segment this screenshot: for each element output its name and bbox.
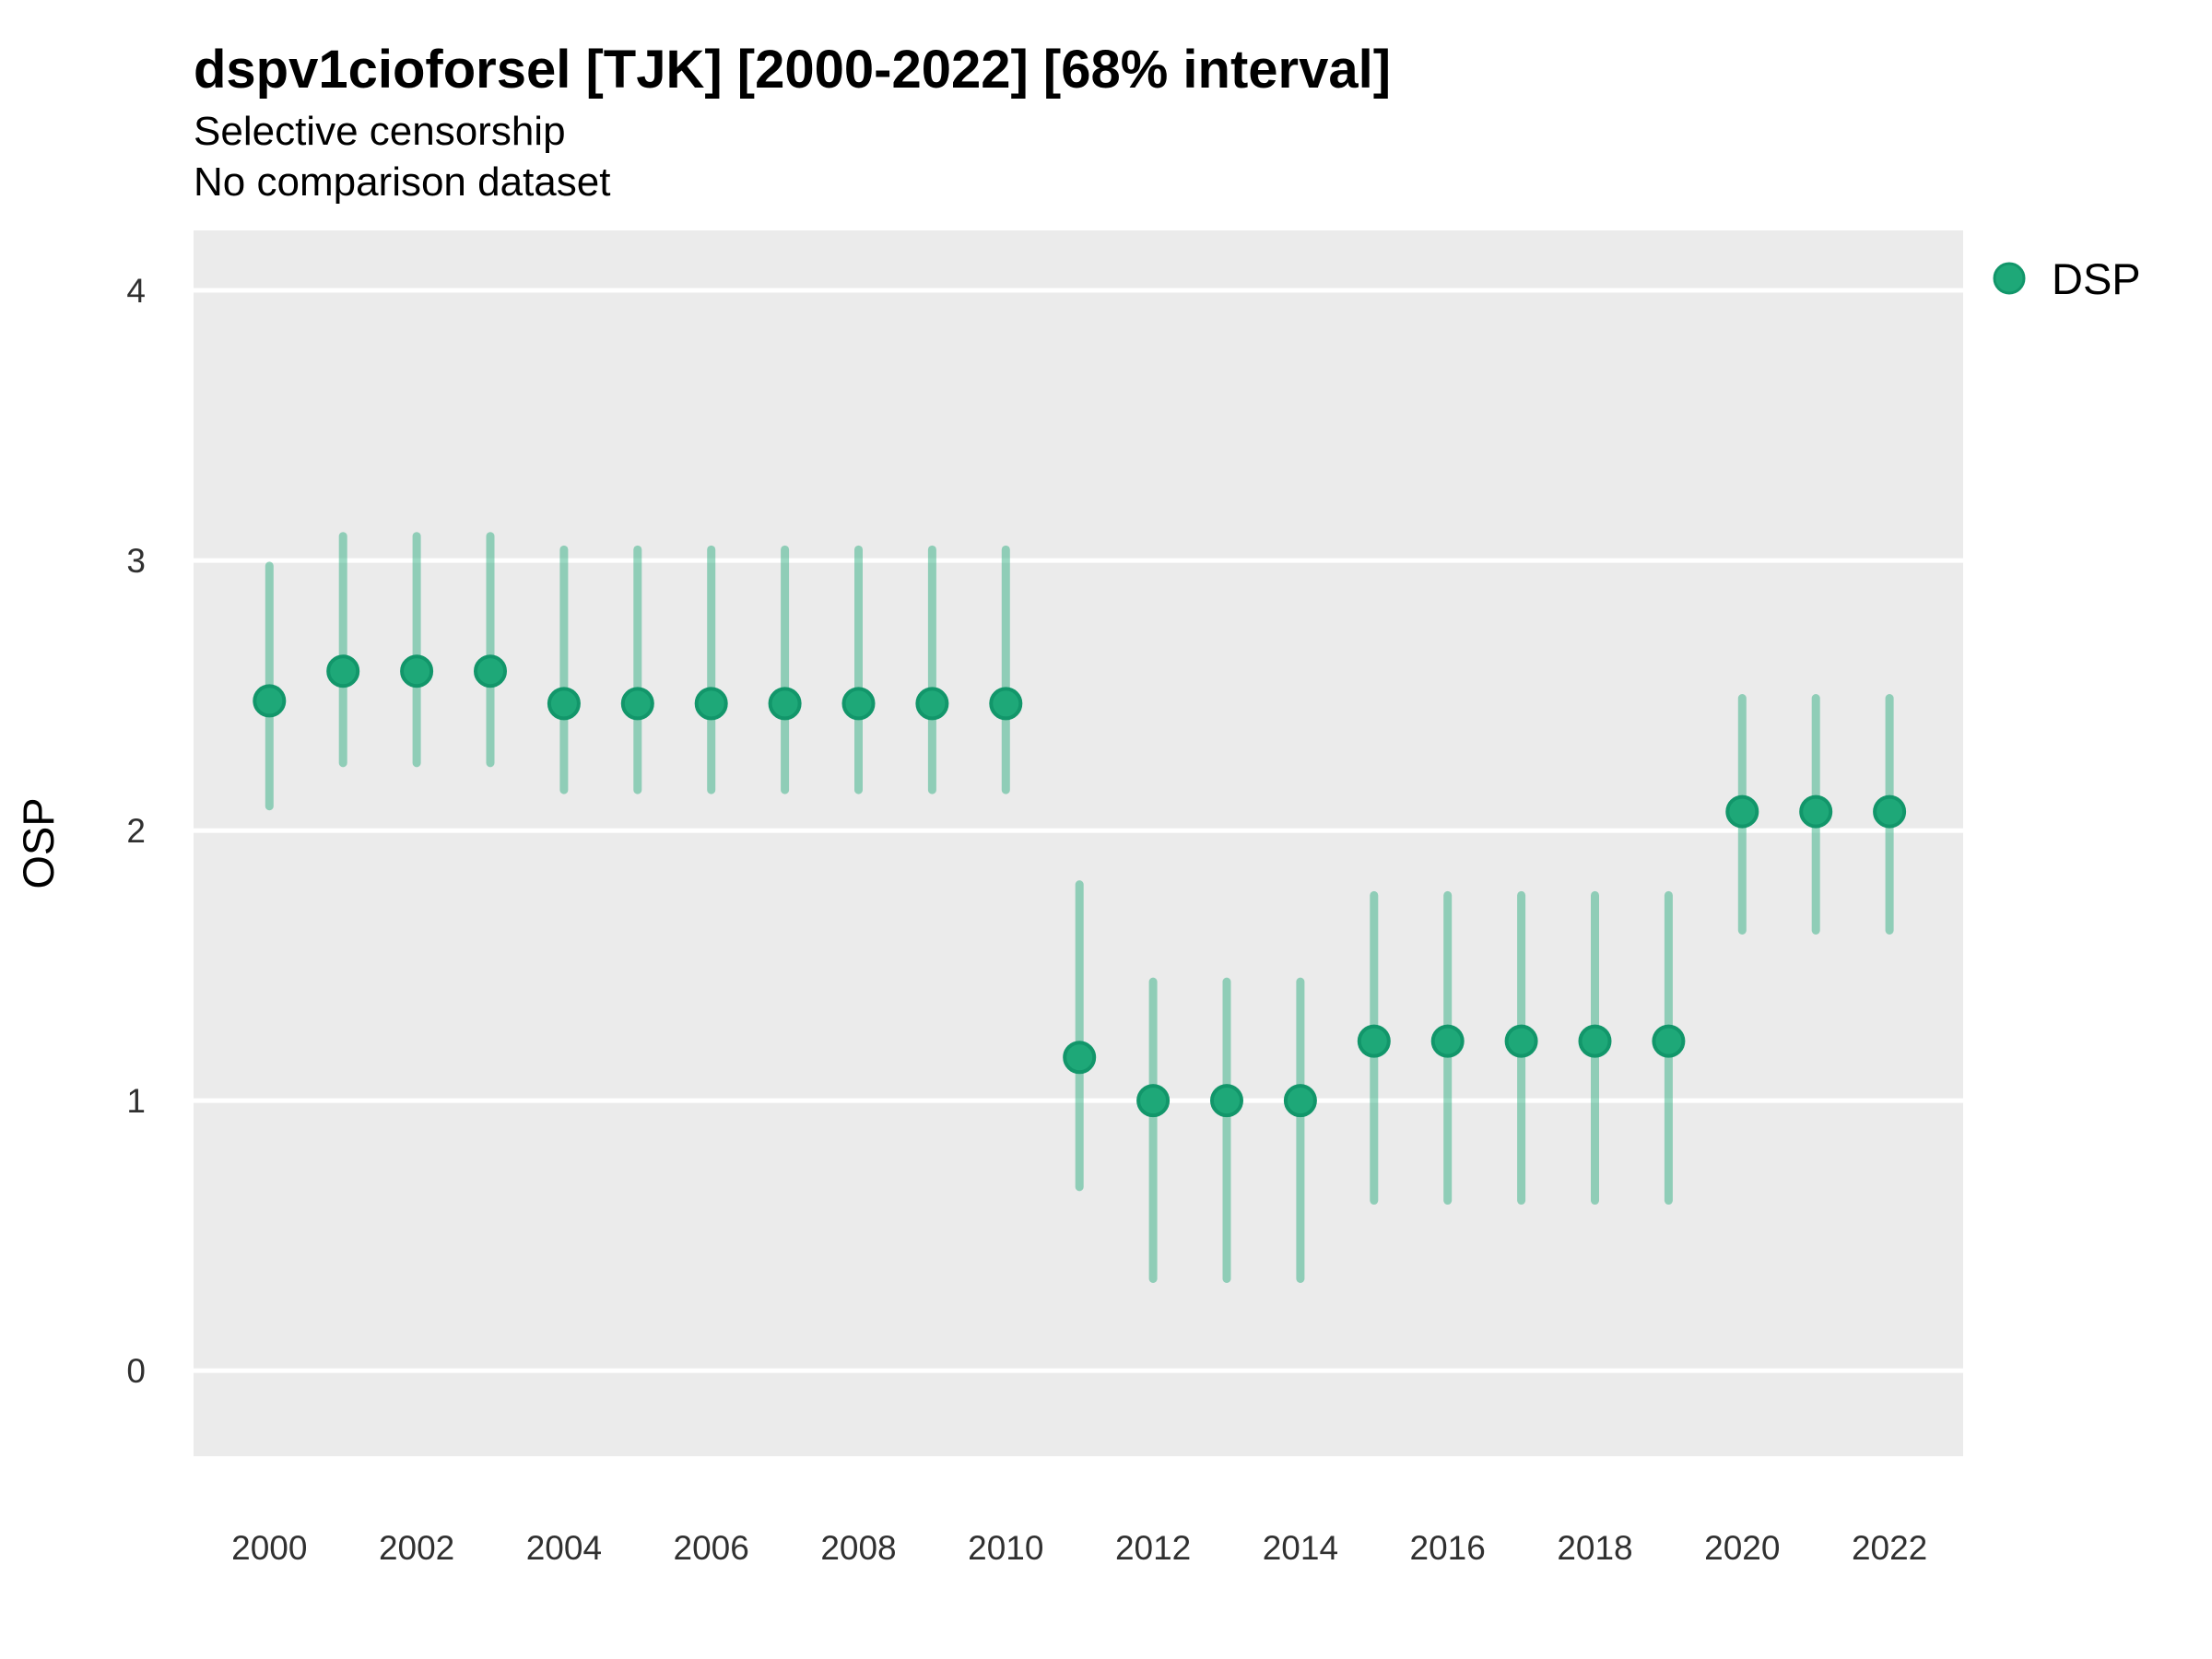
data-point-dsp-2019 bbox=[1652, 1024, 1686, 1058]
data-point-dsp-2012 bbox=[1136, 1084, 1171, 1118]
data-point-dsp-2000 bbox=[253, 684, 287, 718]
x-tick-label-2016: 2016 bbox=[1410, 1529, 1486, 1567]
x-tick-label-2020: 2020 bbox=[1704, 1529, 1780, 1567]
data-point-dsp-2013 bbox=[1209, 1084, 1243, 1118]
gridlines bbox=[194, 288, 1963, 1373]
y-tick-label-0: 0 bbox=[126, 1352, 146, 1390]
plot-panel bbox=[194, 230, 1963, 1456]
x-tick-label-2012: 2012 bbox=[1115, 1529, 1191, 1567]
data-point-dsp-2008 bbox=[841, 687, 876, 721]
legend-dsp-label: DSP bbox=[2052, 254, 2141, 303]
y-tick-label-3: 3 bbox=[126, 542, 146, 580]
legend: DSP bbox=[1993, 254, 2141, 303]
data-point-dsp-2004 bbox=[547, 687, 581, 721]
chart-note: No comparison dataset bbox=[194, 159, 610, 205]
data-point-dsp-2021 bbox=[1799, 794, 1833, 829]
y-tick-label-4: 4 bbox=[126, 272, 146, 310]
x-tick-label-2018: 2018 bbox=[1557, 1529, 1632, 1567]
data-point-dsp-2017 bbox=[1504, 1024, 1538, 1058]
data-point-dsp-2010 bbox=[989, 687, 1023, 721]
data-point-dsp-2011 bbox=[1063, 1041, 1097, 1075]
legend-dsp-circle-icon bbox=[1993, 262, 2026, 295]
chart-title: dspv1cioforsel [TJK] [2000-2022] [68% in… bbox=[194, 40, 1391, 100]
x-tick-label-2014: 2014 bbox=[1263, 1529, 1338, 1567]
y-tick-label-2: 2 bbox=[126, 812, 146, 850]
x-axis-tick-labels: 2000 2002 2004 2006 2008 2010 2012 2014 2016 2018… bbox=[231, 1529, 1927, 1567]
data-point-dsp-2007 bbox=[768, 687, 802, 721]
data-point-dsp-2001 bbox=[326, 654, 360, 688]
data-point-dsp-2006 bbox=[694, 687, 728, 721]
data-points bbox=[253, 654, 1907, 1118]
y-axis-title: OSP bbox=[14, 797, 63, 888]
data-point-dsp-2015 bbox=[1357, 1024, 1391, 1058]
y-tick-label-1: 1 bbox=[126, 1082, 146, 1120]
data-point-dsp-2022 bbox=[1873, 794, 1907, 829]
data-point-dsp-2003 bbox=[473, 654, 507, 688]
data-point-dsp-2016 bbox=[1430, 1024, 1465, 1058]
x-tick-label-2008: 2008 bbox=[820, 1529, 896, 1567]
x-tick-label-2000: 2000 bbox=[231, 1529, 307, 1567]
y-axis-tick-labels: 0 1 2 3 4 bbox=[126, 272, 146, 1390]
x-tick-label-2004: 2004 bbox=[526, 1529, 602, 1567]
x-tick-label-2010: 2010 bbox=[968, 1529, 1043, 1567]
chart-subtitle: Selective censorship bbox=[194, 109, 566, 154]
x-tick-label-2006: 2006 bbox=[674, 1529, 749, 1567]
x-tick-label-2022: 2022 bbox=[1852, 1529, 1927, 1567]
data-point-dsp-2018 bbox=[1578, 1024, 1612, 1058]
x-tick-label-2002: 2002 bbox=[379, 1529, 454, 1567]
data-point-dsp-2014 bbox=[1283, 1084, 1317, 1118]
data-point-dsp-2005 bbox=[620, 687, 654, 721]
data-point-dsp-2020 bbox=[1725, 794, 1759, 829]
data-point-dsp-2002 bbox=[400, 654, 434, 688]
data-point-dsp-2009 bbox=[915, 687, 949, 721]
